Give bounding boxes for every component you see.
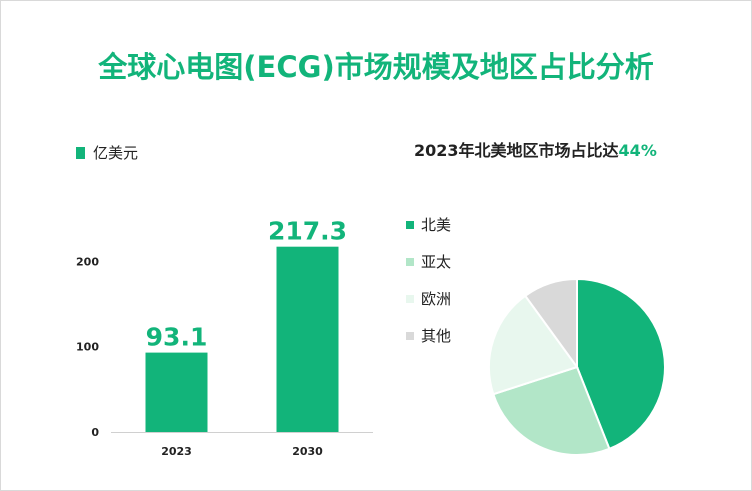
pie-legend-swatch: [406, 294, 414, 303]
bar-legend: 亿美元: [76, 142, 138, 163]
pie-legend-item: 欧洲: [406, 280, 451, 317]
pie-legend-label: 其他: [421, 327, 452, 345]
pie-slice: [492, 365, 611, 456]
bar-value-label: 217.3: [268, 217, 347, 246]
pie-legend-swatch: [406, 220, 414, 229]
y-tick-label: 0: [91, 426, 99, 439]
bar-legend-swatch: [76, 146, 85, 159]
pie-legend-item: 亚太: [406, 243, 451, 280]
pie-legend-label: 亚太: [421, 253, 452, 271]
bar: [145, 352, 208, 432]
y-tick-label: 100: [76, 341, 99, 354]
x-tick-label: 2030: [292, 445, 323, 458]
x-tick-label: 2023: [161, 445, 192, 458]
pie-legend: 北美 亚太 欧洲 其他: [406, 206, 451, 354]
pie-legend-swatch: [406, 257, 414, 266]
bar-value-label: 93.1: [146, 323, 208, 352]
bar: [276, 246, 339, 432]
pie-title-highlight: 44%: [618, 141, 657, 160]
y-tick-label: 200: [76, 255, 99, 268]
pie-slice: [488, 294, 579, 396]
pie-slice: [523, 277, 578, 371]
pie-legend-label: 北美: [421, 216, 452, 234]
pie-legend-item: 其他: [406, 317, 451, 354]
pie-legend-label: 欧洲: [421, 290, 452, 308]
pie-legend-swatch: [406, 331, 414, 340]
pie-title-text: 2023年北美地区市场占比达: [414, 141, 619, 160]
pie-legend-item: 北美: [406, 206, 451, 243]
bar-legend-label: 亿美元: [93, 144, 139, 162]
page-title: 全球心电图(ECG)市场规模及地区占比分析: [98, 50, 654, 84]
pie-title: 2023年北美地区市场占比达44%: [414, 137, 657, 161]
pie-slice: [576, 277, 666, 451]
